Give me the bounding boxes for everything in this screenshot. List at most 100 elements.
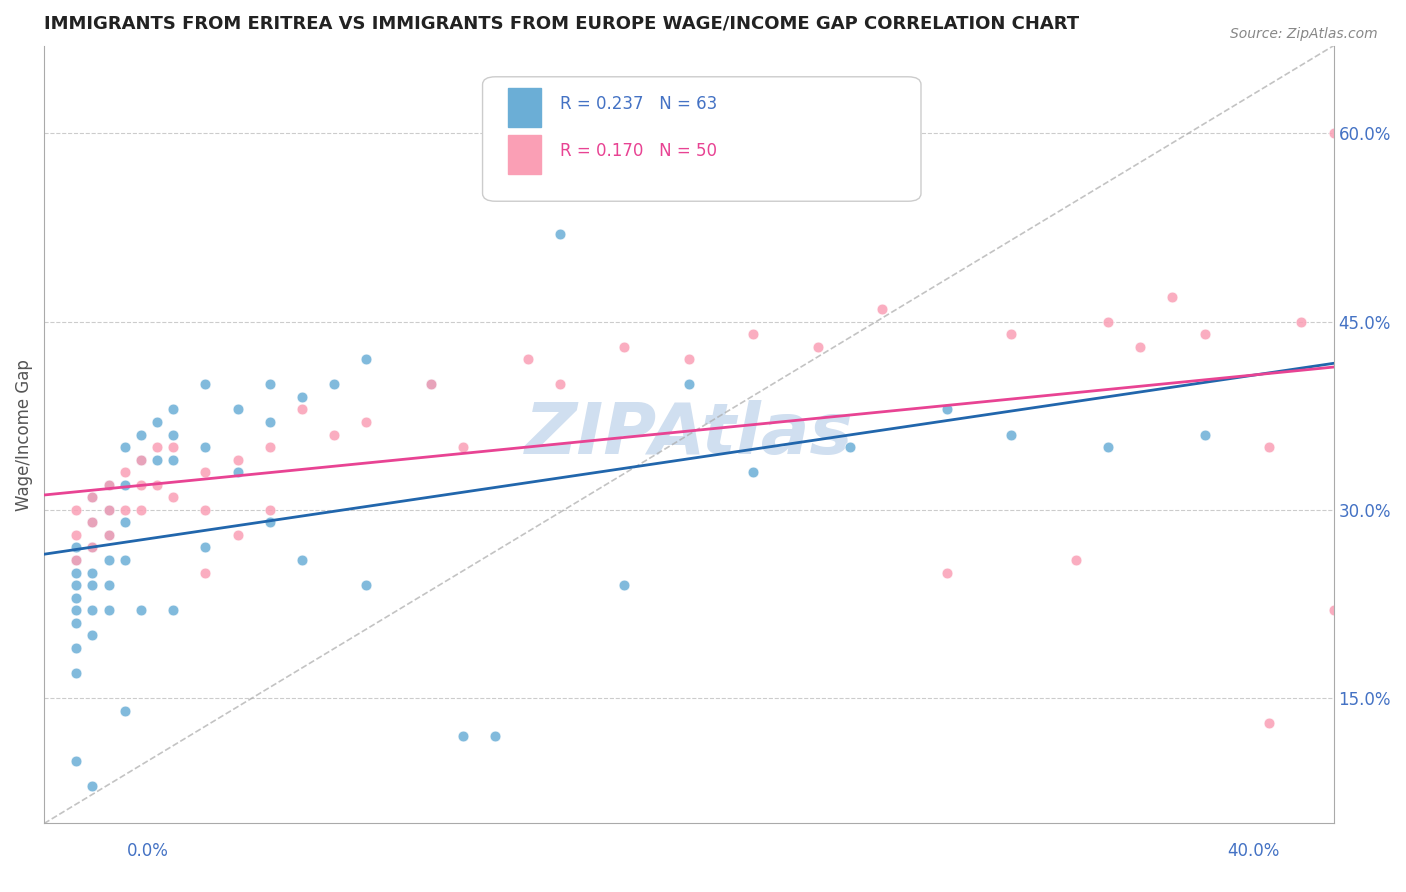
- Immigrants from Eritrea: [162, 452, 184, 467]
- FancyBboxPatch shape: [482, 77, 921, 202]
- Immigrants from Europe: [226, 528, 249, 542]
- Immigrants from Europe: [516, 352, 538, 367]
- Immigrants from Eritrea: [259, 377, 281, 392]
- Immigrants from Europe: [226, 452, 249, 467]
- Immigrants from Europe: [1097, 315, 1119, 329]
- Immigrants from Eritrea: [548, 227, 571, 241]
- Immigrants from Europe: [97, 477, 120, 491]
- Immigrants from Eritrea: [678, 377, 700, 392]
- Immigrants from Eritrea: [1194, 427, 1216, 442]
- Immigrants from Europe: [146, 440, 169, 454]
- Y-axis label: Wage/Income Gap: Wage/Income Gap: [15, 359, 32, 510]
- Immigrants from Eritrea: [97, 603, 120, 617]
- Immigrants from Eritrea: [162, 427, 184, 442]
- Immigrants from Eritrea: [97, 553, 120, 567]
- Immigrants from Europe: [613, 340, 636, 354]
- Immigrants from Eritrea: [226, 402, 249, 417]
- Immigrants from Europe: [259, 440, 281, 454]
- Immigrants from Eritrea: [291, 553, 314, 567]
- Immigrants from Europe: [1194, 327, 1216, 342]
- Immigrants from Europe: [935, 566, 957, 580]
- Immigrants from Europe: [146, 477, 169, 491]
- Immigrants from Eritrea: [742, 465, 765, 479]
- Immigrants from Europe: [1258, 716, 1281, 731]
- Immigrants from Eritrea: [1097, 440, 1119, 454]
- Text: 40.0%: 40.0%: [1227, 842, 1279, 860]
- Immigrants from Europe: [259, 503, 281, 517]
- Immigrants from Europe: [323, 427, 346, 442]
- Immigrants from Eritrea: [129, 427, 152, 442]
- Immigrants from Europe: [872, 302, 894, 317]
- Text: ZIPAtlas: ZIPAtlas: [524, 401, 853, 469]
- Immigrants from Europe: [194, 566, 217, 580]
- Immigrants from Eritrea: [114, 477, 136, 491]
- Immigrants from Eritrea: [162, 603, 184, 617]
- Immigrants from Eritrea: [65, 603, 87, 617]
- Immigrants from Europe: [451, 440, 474, 454]
- Immigrants from Europe: [742, 327, 765, 342]
- Immigrants from Europe: [129, 503, 152, 517]
- Immigrants from Europe: [82, 491, 104, 505]
- Immigrants from Eritrea: [259, 415, 281, 429]
- Immigrants from Europe: [1323, 127, 1346, 141]
- Text: R = 0.170   N = 50: R = 0.170 N = 50: [560, 142, 717, 160]
- Immigrants from Europe: [291, 402, 314, 417]
- Immigrants from Eritrea: [194, 541, 217, 555]
- Immigrants from Eritrea: [97, 528, 120, 542]
- Immigrants from Eritrea: [65, 578, 87, 592]
- Immigrants from Europe: [1323, 603, 1346, 617]
- Immigrants from Eritrea: [114, 553, 136, 567]
- Immigrants from Eritrea: [129, 452, 152, 467]
- Immigrants from Europe: [162, 491, 184, 505]
- Immigrants from Europe: [1064, 553, 1087, 567]
- Immigrants from Europe: [65, 503, 87, 517]
- Immigrants from Europe: [82, 516, 104, 530]
- Immigrants from Eritrea: [356, 578, 378, 592]
- Immigrants from Eritrea: [114, 516, 136, 530]
- Immigrants from Eritrea: [194, 377, 217, 392]
- Immigrants from Eritrea: [82, 541, 104, 555]
- Immigrants from Eritrea: [82, 779, 104, 793]
- Immigrants from Eritrea: [82, 578, 104, 592]
- Text: Source: ZipAtlas.com: Source: ZipAtlas.com: [1230, 27, 1378, 41]
- Immigrants from Eritrea: [65, 541, 87, 555]
- Immigrants from Eritrea: [1000, 427, 1022, 442]
- Immigrants from Europe: [678, 352, 700, 367]
- Immigrants from Europe: [97, 528, 120, 542]
- Immigrants from Eritrea: [356, 352, 378, 367]
- Immigrants from Europe: [129, 452, 152, 467]
- Immigrants from Europe: [1291, 315, 1313, 329]
- Immigrants from Eritrea: [323, 377, 346, 392]
- Immigrants from Eritrea: [114, 704, 136, 718]
- Immigrants from Europe: [194, 503, 217, 517]
- Immigrants from Eritrea: [146, 452, 169, 467]
- Bar: [509, 135, 540, 174]
- Immigrants from Eritrea: [97, 503, 120, 517]
- Immigrants from Europe: [1161, 289, 1184, 303]
- Text: 0.0%: 0.0%: [127, 842, 169, 860]
- Immigrants from Europe: [65, 553, 87, 567]
- Immigrants from Eritrea: [65, 754, 87, 768]
- Immigrants from Eritrea: [129, 603, 152, 617]
- Immigrants from Eritrea: [146, 415, 169, 429]
- Immigrants from Europe: [114, 503, 136, 517]
- Immigrants from Eritrea: [194, 440, 217, 454]
- Immigrants from Europe: [420, 377, 443, 392]
- Immigrants from Europe: [129, 477, 152, 491]
- Immigrants from Eritrea: [420, 377, 443, 392]
- Immigrants from Europe: [1000, 327, 1022, 342]
- Immigrants from Eritrea: [613, 578, 636, 592]
- Immigrants from Eritrea: [935, 402, 957, 417]
- Immigrants from Europe: [548, 377, 571, 392]
- Immigrants from Eritrea: [162, 402, 184, 417]
- Immigrants from Eritrea: [65, 591, 87, 605]
- Immigrants from Eritrea: [82, 603, 104, 617]
- Immigrants from Europe: [65, 528, 87, 542]
- Immigrants from Europe: [114, 465, 136, 479]
- Immigrants from Eritrea: [82, 516, 104, 530]
- Immigrants from Eritrea: [65, 566, 87, 580]
- Immigrants from Europe: [82, 541, 104, 555]
- Immigrants from Eritrea: [82, 628, 104, 642]
- Immigrants from Europe: [1258, 440, 1281, 454]
- Text: R = 0.237   N = 63: R = 0.237 N = 63: [560, 95, 717, 113]
